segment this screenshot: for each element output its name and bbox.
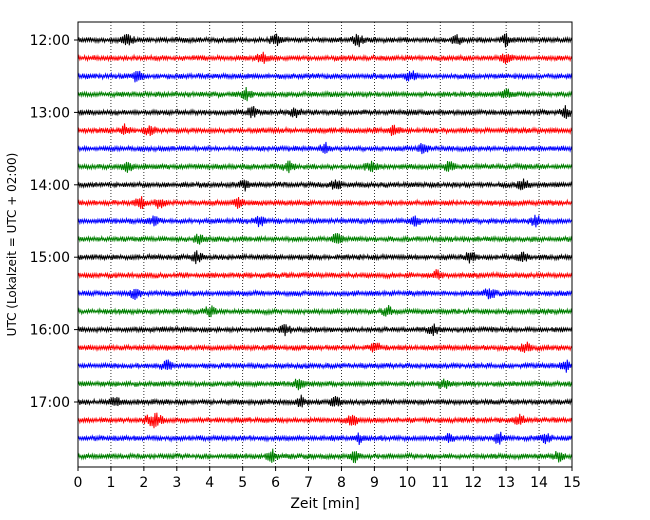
trace-1530 — [77, 288, 573, 300]
x-tick-label-6: 6 — [271, 475, 280, 491]
trace-1630 — [77, 359, 573, 373]
x-tick-label-11: 11 — [431, 475, 449, 491]
trace-1730 — [77, 431, 573, 446]
y-tick-label-1400: 14:00 — [30, 178, 70, 194]
x-tick-label-13: 13 — [497, 475, 515, 491]
y-tick-label-1600: 16:00 — [30, 323, 70, 339]
trace-1745 — [77, 448, 573, 464]
x-tick-label-4: 4 — [205, 475, 214, 491]
x-tick-label-10: 10 — [398, 475, 416, 491]
x-ticks: 0 1 2 3 4 5 6 7 8 9 10 11 12 13 14 15 — [74, 467, 581, 491]
trace-1600 — [77, 323, 573, 337]
x-tick-label-3: 3 — [172, 475, 181, 491]
trace-1700 — [77, 394, 573, 408]
x-tick-label-9: 9 — [370, 475, 379, 491]
trace-1615 — [77, 341, 573, 353]
y-tick-label-1700: 17:00 — [30, 395, 70, 411]
x-tick-label-14: 14 — [530, 475, 548, 491]
trace-1500 — [77, 250, 573, 265]
trace-1645 — [77, 378, 573, 391]
y-axis-label: UTC (Lokalzeit = UTC + 02:00) — [5, 153, 19, 337]
trace-1215 — [77, 51, 573, 64]
y-tick-label-1200: 12:00 — [30, 33, 70, 49]
trace-1200 — [77, 33, 573, 48]
trace-1415 — [77, 196, 573, 210]
y-tick-label-1300: 13:00 — [30, 105, 70, 121]
x-tick-label-0: 0 — [74, 475, 83, 491]
trace-1715 — [77, 412, 573, 429]
x-tick-label-7: 7 — [304, 475, 313, 491]
plot-frame — [77, 21, 573, 468]
trace-1245 — [77, 87, 573, 102]
trace-1300 — [77, 105, 573, 119]
gridlines — [110, 22, 540, 467]
x-tick-label-15: 15 — [563, 475, 581, 491]
trace-1230 — [77, 70, 573, 83]
x-axis-label: Zeit [min] — [290, 496, 359, 512]
trace-1445 — [77, 232, 573, 245]
trace-1345 — [77, 160, 573, 174]
x-tick-label-12: 12 — [464, 475, 482, 491]
trace-1515 — [77, 269, 573, 280]
x-tick-label-8: 8 — [337, 475, 346, 491]
y-ticks: 12:00 13:00 14:00 15:00 16:00 17:00 — [30, 33, 78, 411]
trace-1545 — [77, 305, 573, 318]
traces — [77, 33, 573, 464]
trace-1315 — [77, 123, 573, 137]
y-tick-label-1500: 15:00 — [30, 250, 70, 266]
x-tick-label-5: 5 — [238, 475, 247, 491]
trace-1400 — [77, 178, 573, 192]
x-tick-label-1: 1 — [106, 475, 115, 491]
trace-1430 — [77, 214, 573, 228]
x-tick-label-2: 2 — [139, 475, 148, 491]
trace-1330 — [77, 141, 573, 155]
